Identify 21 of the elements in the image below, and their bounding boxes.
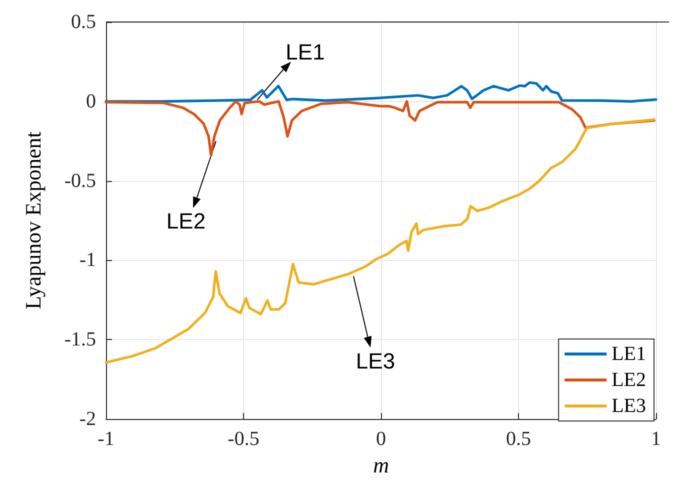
x-axis-title: m <box>373 452 389 478</box>
x-tick-label: 1 <box>651 428 661 450</box>
x-tick-label: 0 <box>376 428 386 450</box>
y-tick-label: 0.5 <box>71 11 96 33</box>
y-tick-label: 0 <box>86 90 96 112</box>
legend-label: LE3 <box>612 395 646 417</box>
y-tick-label: -1 <box>79 249 96 272</box>
y-axis-title: Lyapunov Exponent <box>20 132 46 310</box>
y-tick-label: -0.5 <box>64 170 96 192</box>
x-tick-label: -1 <box>98 428 114 450</box>
line-series <box>104 100 656 157</box>
legend-label: LE1 <box>612 343 646 365</box>
annotation: LE1 <box>286 39 325 64</box>
x-tick-label: -0.5 <box>228 428 260 450</box>
y-tick-label: -1.5 <box>64 328 96 351</box>
annotation: LE2 <box>166 208 206 234</box>
annotation: LE3 <box>356 348 396 374</box>
line-series <box>104 81 658 103</box>
legend-label: LE2 <box>612 369 646 391</box>
x-tick-label: 0.5 <box>506 428 531 450</box>
y-tick-label: -2 <box>79 408 96 430</box>
